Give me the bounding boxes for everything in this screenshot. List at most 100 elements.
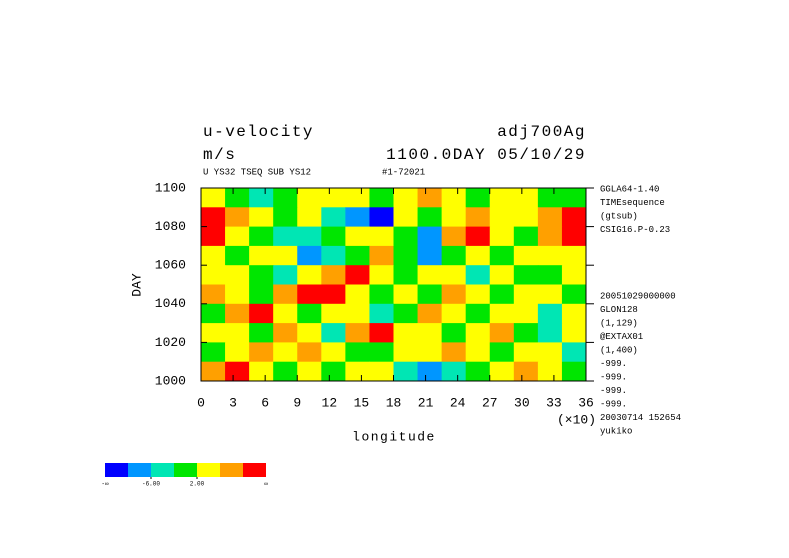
colorbar-swatch xyxy=(151,463,174,477)
colorbar-swatch xyxy=(220,463,243,477)
heat-cell xyxy=(537,245,563,266)
heat-cell xyxy=(537,361,563,382)
x-tick-label: 6 xyxy=(261,395,269,410)
heat-cell xyxy=(345,188,370,208)
heat-cell xyxy=(225,188,250,208)
heat-cell xyxy=(561,207,587,228)
heat-cell xyxy=(273,245,298,266)
heat-cell xyxy=(201,284,226,305)
heat-cell xyxy=(465,226,491,247)
heat-cell xyxy=(441,284,467,305)
heat-cell xyxy=(465,207,491,228)
heat-cell xyxy=(249,265,274,285)
x-tick-label: 30 xyxy=(514,395,530,410)
heat-cell xyxy=(441,188,467,208)
info-text: GLON128 xyxy=(600,305,638,315)
heat-cell xyxy=(297,323,322,343)
heat-cell xyxy=(321,245,346,266)
colorbar-swatch xyxy=(197,463,220,477)
heat-cell xyxy=(225,226,250,247)
x-tick-label: 33 xyxy=(546,395,562,410)
heat-cell xyxy=(273,207,298,228)
heat-cell xyxy=(513,361,539,382)
heat-cell xyxy=(321,303,346,324)
heat-cell xyxy=(513,207,539,228)
heat-cell xyxy=(273,303,298,324)
heat-cell xyxy=(537,188,563,208)
heat-cell xyxy=(225,342,250,363)
colorbar-label: -6.00 xyxy=(142,481,160,488)
heat-cell xyxy=(225,361,250,382)
heat-cell xyxy=(465,323,491,343)
heat-cell xyxy=(417,188,443,208)
heat-cell xyxy=(369,303,394,324)
time-label: 1100.0DAY 05/10/29 xyxy=(386,146,586,164)
heat-cell xyxy=(465,303,491,324)
x-tick-label: 9 xyxy=(293,395,301,410)
info-text: 20051029000000 xyxy=(600,291,676,301)
heat-cell xyxy=(561,342,587,363)
heat-cell xyxy=(561,284,587,305)
heat-cell xyxy=(345,265,370,285)
heat-cell xyxy=(489,188,515,208)
heat-cell xyxy=(489,265,515,285)
heat-cell xyxy=(369,265,394,285)
heat-cell xyxy=(489,303,515,324)
heat-cell xyxy=(393,284,419,305)
heat-cell xyxy=(201,361,226,382)
y-tick-label: 1040 xyxy=(155,296,186,311)
heat-cell xyxy=(225,265,250,285)
heat-cell xyxy=(273,284,298,305)
heat-cell xyxy=(249,361,274,382)
heat-cell xyxy=(369,342,394,363)
heat-cell xyxy=(345,361,370,382)
heat-cell xyxy=(201,323,226,343)
info-text: -999. xyxy=(600,386,627,396)
heat-cell xyxy=(393,303,419,324)
heat-cell xyxy=(441,265,467,285)
heat-cell xyxy=(489,226,515,247)
heat-cell xyxy=(561,245,587,266)
colorbar-swatch xyxy=(128,463,151,477)
heat-cell xyxy=(345,226,370,247)
heat-cell xyxy=(393,245,419,266)
info-text: -999. xyxy=(600,372,627,382)
x-tick-label: 12 xyxy=(322,395,338,410)
heat-cell xyxy=(441,361,467,382)
heat-cell xyxy=(297,245,322,266)
heat-cell xyxy=(441,207,467,228)
heat-cell xyxy=(297,361,322,382)
x-tick-label: 0 xyxy=(197,395,205,410)
heat-cell xyxy=(465,342,491,363)
colorbar-swatch xyxy=(243,463,266,477)
x-multiplier: (×10) xyxy=(557,412,596,427)
heat-cell xyxy=(417,207,443,228)
heat-cell xyxy=(489,207,515,228)
heat-cell xyxy=(441,342,467,363)
heat-cell xyxy=(417,361,443,382)
heat-cell xyxy=(417,265,443,285)
heat-cell xyxy=(345,207,370,228)
heat-cell xyxy=(513,323,539,343)
heat-cell xyxy=(441,245,467,266)
heat-cell xyxy=(201,245,226,266)
run-name: adj700Ag xyxy=(497,123,586,141)
heat-cell xyxy=(513,226,539,247)
heat-cell xyxy=(561,323,587,343)
y-axis-label: DAY xyxy=(129,273,144,297)
heat-cell xyxy=(273,226,298,247)
chart-title: u-velocity xyxy=(203,123,314,141)
heat-cell xyxy=(345,303,370,324)
info-text: CSIG16.P-0.23 xyxy=(600,225,670,235)
heat-cell xyxy=(369,245,394,266)
heat-cell xyxy=(393,207,419,228)
heat-cell xyxy=(465,361,491,382)
heat-cell xyxy=(513,265,539,285)
heat-cell xyxy=(393,323,419,343)
heat-cell xyxy=(417,245,443,266)
heat-cell xyxy=(201,265,226,285)
heat-cell xyxy=(561,188,587,208)
heat-cell xyxy=(321,342,346,363)
heat-cell xyxy=(537,323,563,343)
heat-cell xyxy=(297,188,322,208)
